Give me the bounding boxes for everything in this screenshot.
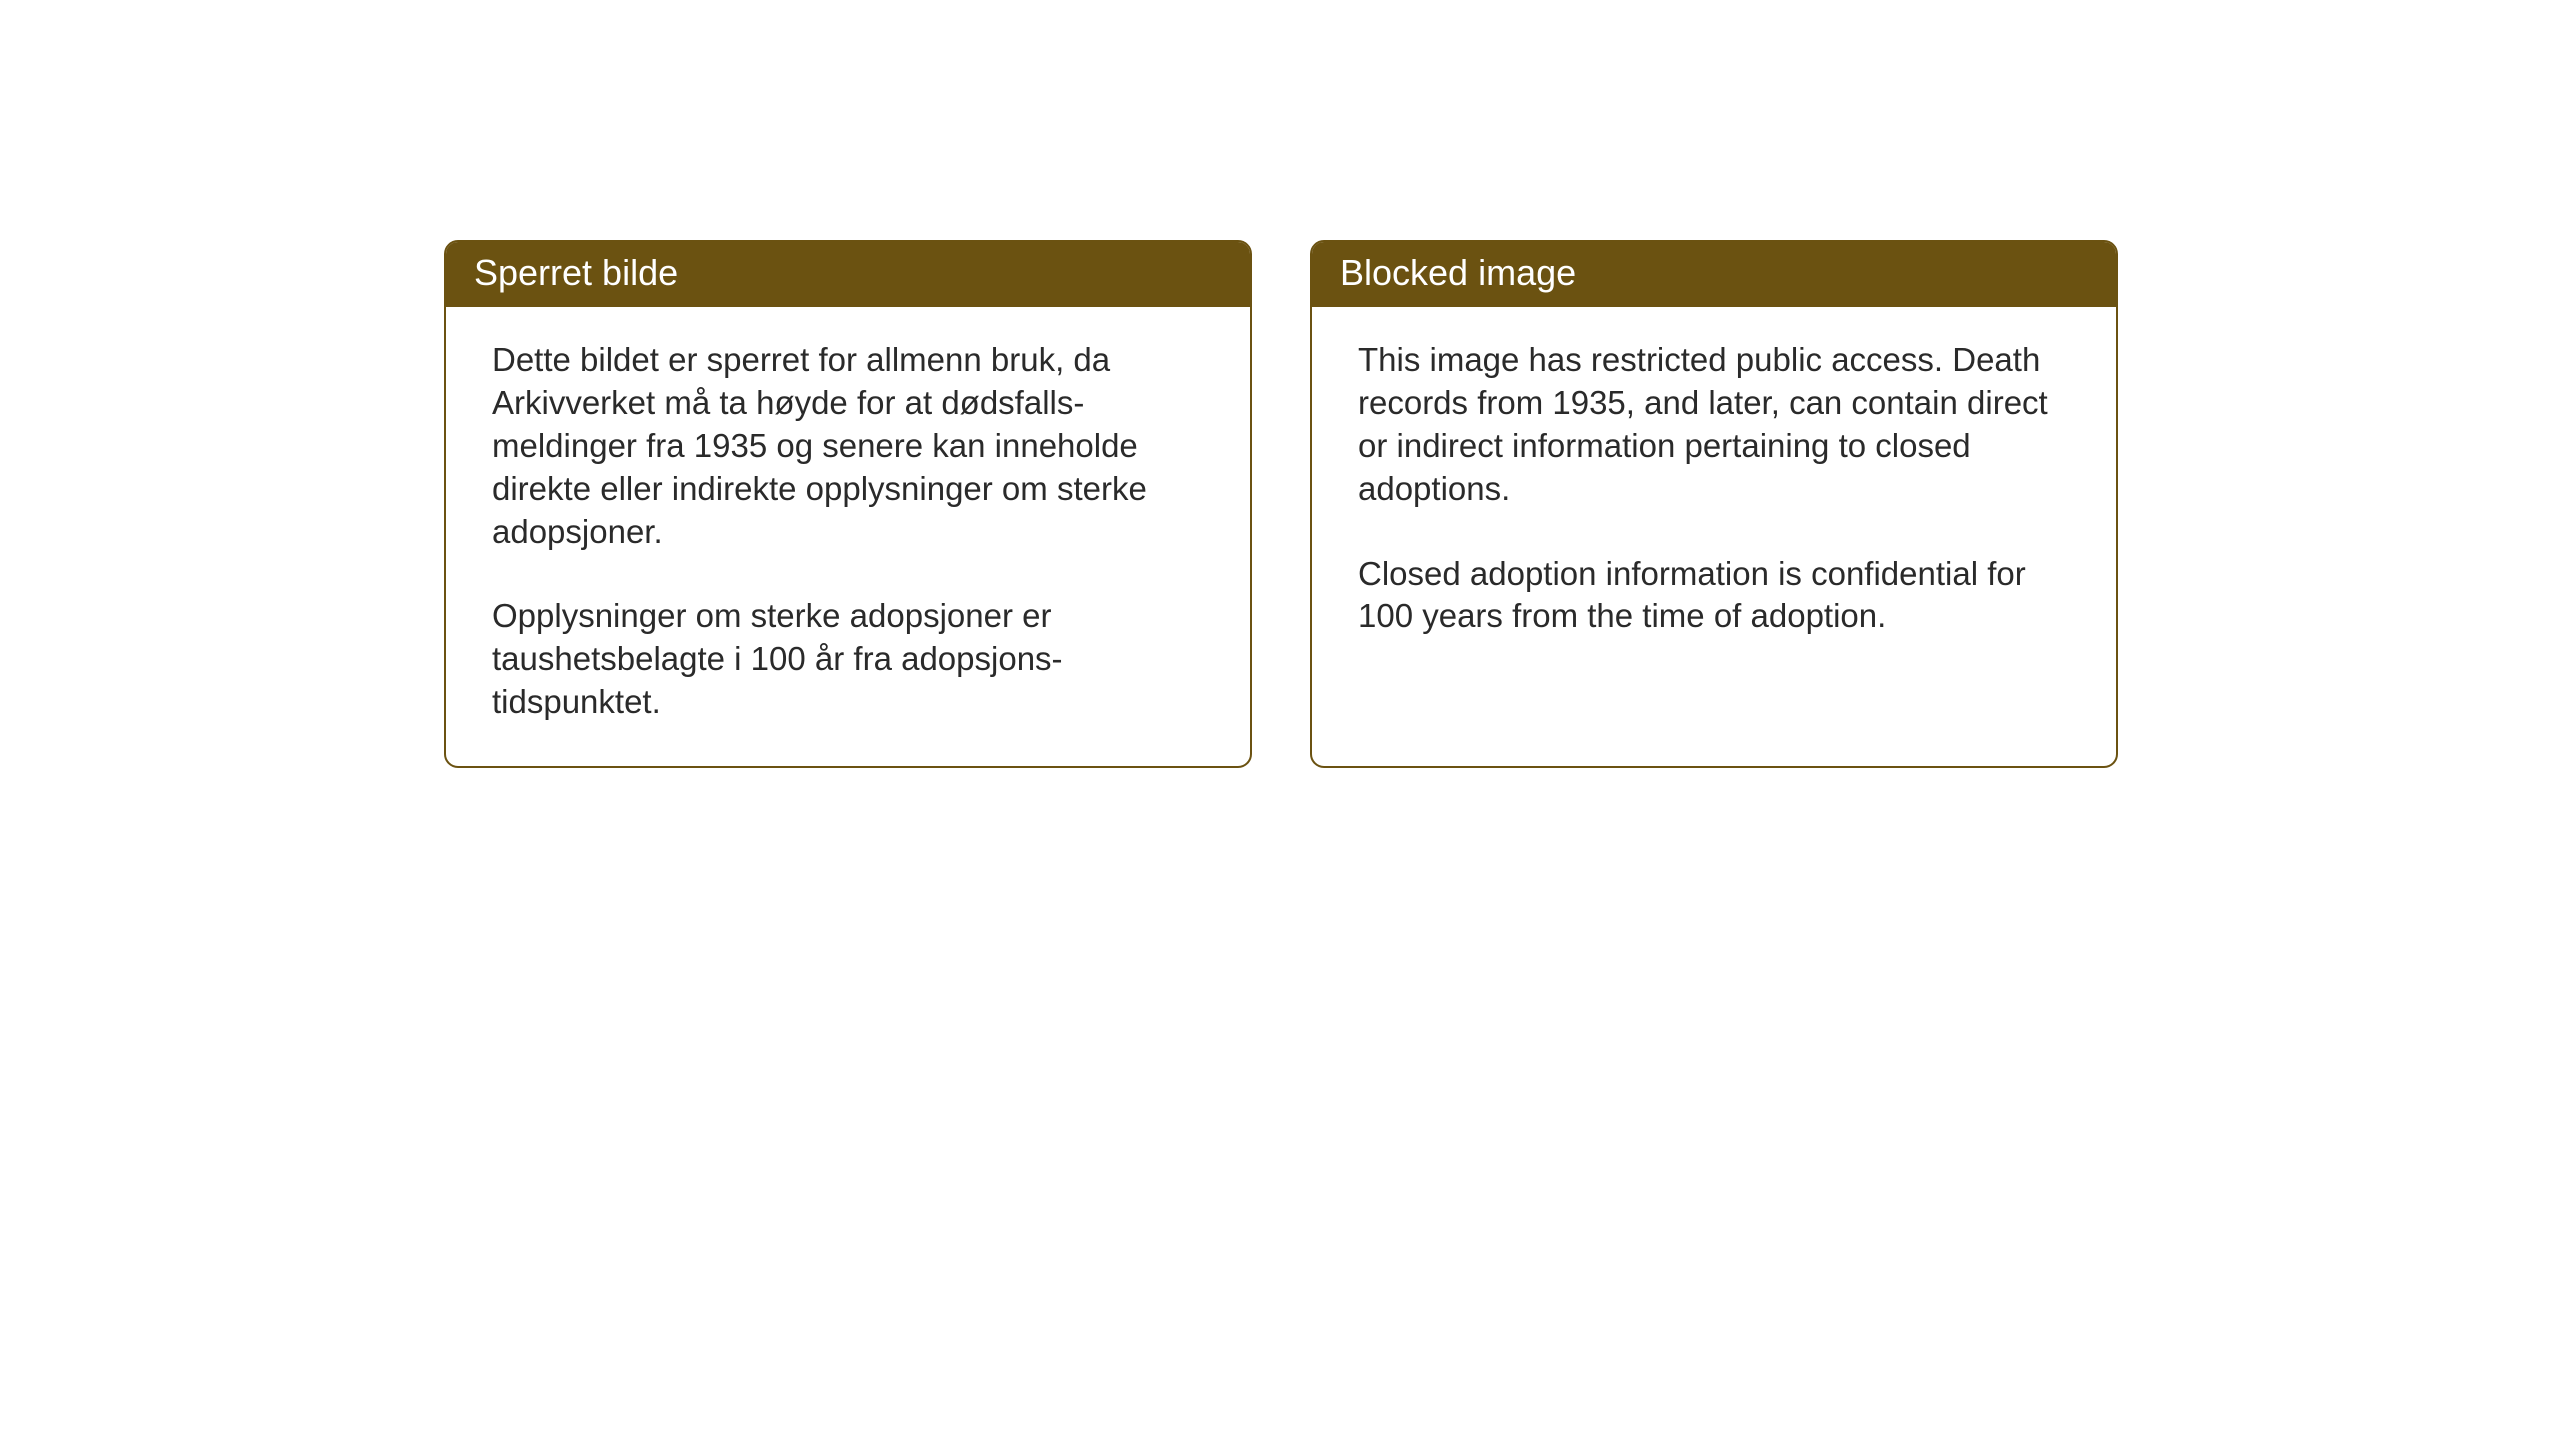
notice-box-norwegian: Sperret bilde Dette bildet er sperret fo… [444,240,1252,768]
notice-body-english: This image has restricted public access.… [1312,307,2116,680]
notice-header-english: Blocked image [1312,242,2116,307]
notice-body-norwegian: Dette bildet er sperret for allmenn bruk… [446,307,1250,766]
notice-paragraph-2-english: Closed adoption information is confident… [1358,553,2070,639]
notice-box-english: Blocked image This image has restricted … [1310,240,2118,768]
notice-paragraph-1-english: This image has restricted public access.… [1358,339,2070,511]
notice-header-norwegian: Sperret bilde [446,242,1250,307]
notices-container: Sperret bilde Dette bildet er sperret fo… [444,240,2118,768]
notice-paragraph-1-norwegian: Dette bildet er sperret for allmenn bruk… [492,339,1204,553]
notice-paragraph-2-norwegian: Opplysninger om sterke adopsjoner er tau… [492,595,1204,724]
